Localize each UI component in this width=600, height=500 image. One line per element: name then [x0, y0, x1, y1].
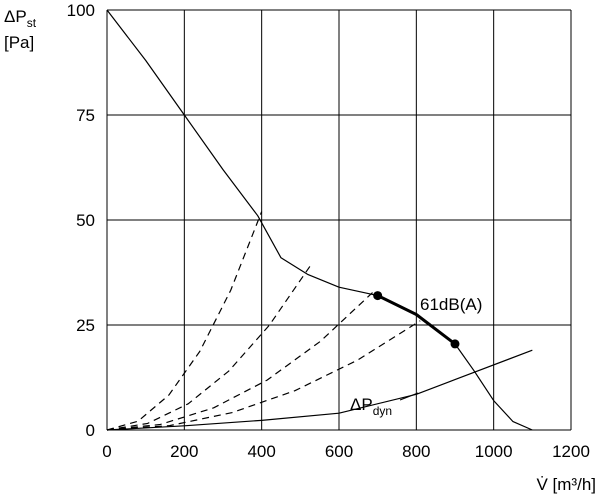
- point: [373, 291, 383, 301]
- annotation: 61dB(A): [420, 295, 482, 314]
- leader-line: [399, 392, 419, 401]
- y-axis-unit: [Pa]: [4, 33, 34, 52]
- curve: [106, 349, 533, 431]
- x-tick-label: 0: [102, 442, 111, 461]
- x-tick-label: 800: [402, 442, 430, 461]
- x-tick-label: 200: [170, 442, 198, 461]
- y-label-sub: st: [27, 16, 37, 30]
- x-tick-label: 1000: [475, 442, 513, 461]
- annotation-main: ΔP: [350, 395, 373, 414]
- y-tick-label: 0: [86, 421, 95, 440]
- curve: [106, 320, 421, 431]
- curve: [106, 9, 533, 431]
- annotation-sub: dyn: [373, 404, 392, 418]
- point: [450, 339, 460, 349]
- annotation: ΔPdyn: [350, 395, 392, 418]
- y-tick-label: 50: [76, 211, 95, 230]
- x-tick-label: 400: [247, 442, 275, 461]
- x-tick-label: 1200: [552, 442, 590, 461]
- x-axis-label: V̇ [m³/h]: [536, 475, 596, 494]
- y-label-main: ΔP: [4, 7, 27, 26]
- y-tick-label: 25: [76, 316, 95, 335]
- curve: [106, 265, 311, 431]
- y-tick-label: 75: [76, 106, 95, 125]
- curve: [377, 294, 456, 346]
- curve: [106, 211, 263, 431]
- y-tick-label: 100: [67, 1, 95, 20]
- y-axis-label: ΔPst: [4, 7, 37, 30]
- x-tick-label: 600: [325, 442, 353, 461]
